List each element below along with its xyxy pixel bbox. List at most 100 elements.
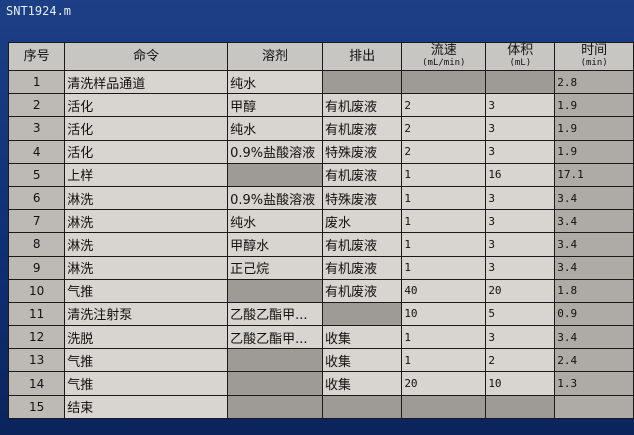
volume-cell[interactable]: 3 <box>485 255 556 280</box>
drain-cell[interactable]: 有机废液 <box>321 255 403 280</box>
header-time[interactable]: 时间 (min) <box>554 42 634 71</box>
command-cell[interactable]: 淋洗 <box>64 185 229 211</box>
volume-cell[interactable]: 5 <box>485 301 556 327</box>
time-cell[interactable]: 1.9 <box>554 93 634 118</box>
solvent-cell[interactable] <box>227 278 323 303</box>
table-row[interactable]: 6 淋洗 0.9%盐酸溶液 特殊废液 1 3 3.4 <box>7 185 634 211</box>
flow-rate-cell[interactable]: 40 <box>401 278 487 303</box>
header-volume[interactable]: 体积 (mL) <box>485 42 556 71</box>
drain-cell[interactable]: 有机废液 <box>321 162 403 187</box>
header-seq[interactable]: 序号 <box>7 42 66 71</box>
header-flow-rate[interactable]: 流速 (mL/min) <box>401 42 487 71</box>
time-cell[interactable]: 17.1 <box>554 162 634 187</box>
volume-cell[interactable]: 3 <box>485 116 556 141</box>
seq-cell[interactable]: 1 <box>7 69 66 95</box>
flow-rate-cell[interactable] <box>401 69 487 95</box>
seq-cell[interactable]: 2 <box>7 93 66 118</box>
seq-cell[interactable]: 6 <box>7 185 66 211</box>
volume-cell[interactable]: 3 <box>485 232 556 257</box>
volume-cell[interactable]: 3 <box>485 93 556 118</box>
flow-rate-cell[interactable]: 1 <box>401 162 487 187</box>
drain-cell[interactable]: 特殊废液 <box>321 185 403 211</box>
table-row[interactable]: 12 洗脱 乙酸乙酯甲... 收集 1 3 3.4 <box>7 325 634 350</box>
flow-rate-cell[interactable]: 1 <box>401 232 487 257</box>
drain-cell[interactable] <box>321 394 403 419</box>
table-row[interactable]: 11 清洗注射泵 乙酸乙酯甲... 10 5 0.9 <box>7 301 634 327</box>
header-solvent[interactable]: 溶剂 <box>227 42 323 71</box>
table-row[interactable]: 8 淋洗 甲醇水 有机废液 1 3 3.4 <box>7 232 634 257</box>
seq-cell[interactable]: 3 <box>7 116 66 141</box>
command-cell[interactable]: 淋洗 <box>64 209 229 234</box>
table-row[interactable]: 7 淋洗 纯水 废水 1 3 3.4 <box>7 209 634 234</box>
flow-rate-cell[interactable]: 1 <box>401 255 487 280</box>
solvent-cell[interactable] <box>227 371 323 396</box>
time-cell[interactable]: 3.4 <box>554 209 634 234</box>
table-row[interactable]: 3 活化 纯水 有机废液 2 3 1.9 <box>7 116 634 141</box>
seq-cell[interactable]: 10 <box>7 278 66 303</box>
flow-rate-cell[interactable]: 20 <box>401 371 487 396</box>
drain-cell[interactable]: 特殊废液 <box>321 139 403 164</box>
flow-rate-cell[interactable]: 1 <box>401 348 487 373</box>
table-row[interactable]: 10 气推 有机废液 40 20 1.8 <box>7 278 634 303</box>
command-cell[interactable]: 活化 <box>64 93 229 118</box>
table-row[interactable]: 14 气推 收集 20 10 1.3 <box>7 371 634 396</box>
seq-cell[interactable]: 5 <box>7 162 66 187</box>
volume-cell[interactable]: 10 <box>485 371 556 396</box>
command-cell[interactable]: 上样 <box>64 162 229 187</box>
seq-cell[interactable]: 11 <box>7 301 66 327</box>
time-cell[interactable]: 2.4 <box>554 348 634 373</box>
table-row[interactable]: 4 活化 0.9%盐酸溶液 特殊废液 2 3 1.9 <box>7 139 634 164</box>
flow-rate-cell[interactable]: 1 <box>401 325 487 350</box>
solvent-cell[interactable] <box>227 348 323 373</box>
solvent-cell[interactable]: 甲醇 <box>227 93 323 118</box>
table-row[interactable]: 5 上样 有机废液 1 16 17.1 <box>7 162 634 187</box>
drain-cell[interactable]: 收集 <box>321 325 403 350</box>
solvent-cell[interactable]: 纯水 <box>227 116 323 141</box>
time-cell[interactable]: 1.3 <box>554 371 634 396</box>
time-cell[interactable]: 3.4 <box>554 185 634 211</box>
volume-cell[interactable]: 3 <box>485 139 556 164</box>
solvent-cell[interactable]: 正己烷 <box>227 255 323 280</box>
command-cell[interactable]: 淋洗 <box>64 255 229 280</box>
seq-cell[interactable]: 14 <box>7 371 66 396</box>
command-cell[interactable]: 洗脱 <box>64 325 229 350</box>
command-cell[interactable]: 活化 <box>64 116 229 141</box>
solvent-cell[interactable]: 纯水 <box>227 69 323 95</box>
volume-cell[interactable]: 20 <box>485 278 556 303</box>
seq-cell[interactable]: 9 <box>7 255 66 280</box>
seq-cell[interactable]: 7 <box>7 209 66 234</box>
flow-rate-cell[interactable]: 1 <box>401 209 487 234</box>
drain-cell[interactable]: 有机废液 <box>321 93 403 118</box>
drain-cell[interactable] <box>321 69 403 95</box>
command-cell[interactable]: 清洗样品通道 <box>64 69 229 95</box>
command-cell[interactable]: 气推 <box>64 278 229 303</box>
volume-cell[interactable]: 3 <box>485 209 556 234</box>
time-cell[interactable] <box>554 394 634 419</box>
drain-cell[interactable]: 收集 <box>321 371 403 396</box>
flow-rate-cell[interactable]: 10 <box>401 301 487 327</box>
command-cell[interactable]: 结束 <box>64 394 229 419</box>
solvent-cell[interactable]: 乙酸乙酯甲... <box>227 325 323 350</box>
seq-cell[interactable]: 4 <box>7 139 66 164</box>
time-cell[interactable]: 1.8 <box>554 278 634 303</box>
table-row[interactable]: 15 结束 <box>7 394 634 419</box>
command-cell[interactable]: 气推 <box>64 371 229 396</box>
flow-rate-cell[interactable]: 2 <box>401 139 487 164</box>
flow-rate-cell[interactable]: 2 <box>401 93 487 118</box>
solvent-cell[interactable]: 0.9%盐酸溶液 <box>227 185 323 211</box>
solvent-cell[interactable]: 甲醇水 <box>227 232 323 257</box>
drain-cell[interactable]: 有机废液 <box>321 116 403 141</box>
solvent-cell[interactable] <box>227 162 323 187</box>
command-cell[interactable]: 淋洗 <box>64 232 229 257</box>
solvent-cell[interactable] <box>227 394 323 419</box>
header-drain[interactable]: 排出 <box>321 42 403 71</box>
solvent-cell[interactable]: 纯水 <box>227 209 323 234</box>
drain-cell[interactable]: 有机废液 <box>321 232 403 257</box>
time-cell[interactable]: 3.4 <box>554 255 634 280</box>
time-cell[interactable]: 3.4 <box>554 325 634 350</box>
header-command[interactable]: 命令 <box>64 42 229 71</box>
drain-cell[interactable]: 收集 <box>321 348 403 373</box>
volume-cell[interactable]: 3 <box>485 325 556 350</box>
solvent-cell[interactable]: 乙酸乙酯甲... <box>227 301 323 327</box>
solvent-cell[interactable]: 0.9%盐酸溶液 <box>227 139 323 164</box>
